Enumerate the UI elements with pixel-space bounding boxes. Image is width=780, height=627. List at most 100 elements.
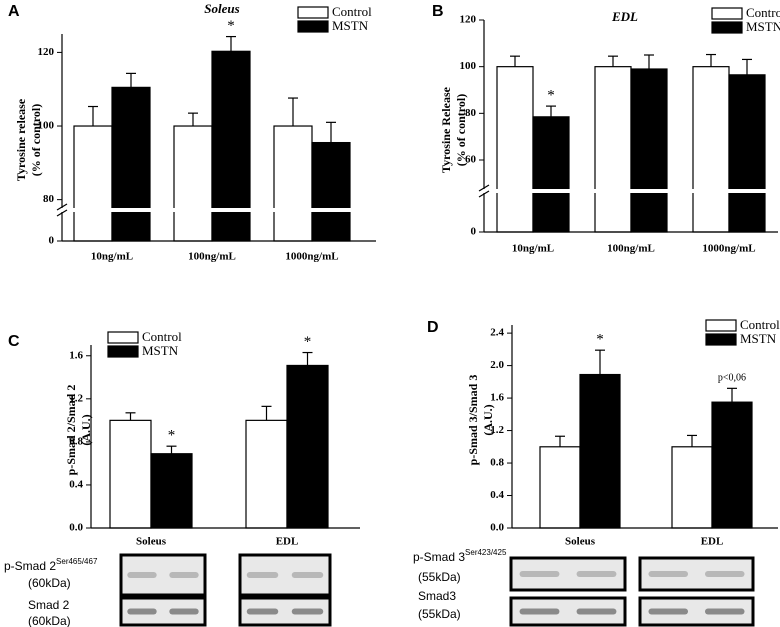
y-tick-label: 0.0 xyxy=(69,522,83,534)
bar xyxy=(728,74,766,233)
error-bar xyxy=(226,35,236,52)
y-tick-label: 0.4 xyxy=(490,489,504,501)
blot-label: Smad 2 xyxy=(28,598,70,612)
blot-label-main: Smad 2 xyxy=(28,598,70,612)
bar xyxy=(594,66,632,233)
axis-break-mark xyxy=(478,190,490,198)
bar xyxy=(150,453,193,529)
chart-title: Soleus xyxy=(204,1,239,16)
blot-label: p-Smad 2Ser465/467 xyxy=(4,557,98,573)
error-bar xyxy=(326,121,336,143)
error-bar xyxy=(687,434,697,447)
y-tick-label: 80 xyxy=(43,193,55,205)
y-tick-label: 1.2 xyxy=(69,392,83,404)
x-tick-label: Soleus xyxy=(136,536,167,548)
error-bar xyxy=(166,445,177,454)
x-tick-label: EDL xyxy=(276,536,299,548)
y-axis-label: Tyrosine release (% of control) xyxy=(14,98,43,181)
panel-letter: C xyxy=(8,333,20,350)
panel-letter: D xyxy=(427,319,439,336)
annotation: * xyxy=(304,334,312,350)
blot-sublabel: (60kDa) xyxy=(28,576,71,590)
y-tick-label: 0.8 xyxy=(69,435,83,447)
error-bar xyxy=(125,412,136,421)
y-tick-label: 2.4 xyxy=(490,327,504,339)
blot-band xyxy=(246,608,279,615)
blot-band xyxy=(704,608,745,615)
legend-label: Control xyxy=(746,5,780,20)
y-tick-label: 0.4 xyxy=(69,478,83,490)
y-tick-label: 120 xyxy=(38,46,55,58)
bar xyxy=(496,66,534,233)
annotation: p<0,06 xyxy=(718,373,746,384)
error-bar xyxy=(742,58,752,75)
error-bar xyxy=(555,435,565,447)
x-tick-label: 10ng/mL xyxy=(512,243,554,255)
blot-band xyxy=(704,571,745,577)
bar xyxy=(532,116,570,233)
blot-label-main: p-Smad 2 xyxy=(4,559,56,573)
y-axis-label-line: Tyrosine release xyxy=(14,98,28,181)
x-tick-label: 100ng/mL xyxy=(188,251,236,263)
error-bar xyxy=(288,97,298,127)
y-axis-label-line: Tyrosine Release xyxy=(439,86,453,173)
blot-band xyxy=(519,571,560,577)
blot-band xyxy=(169,572,199,578)
x-tick-label: 1000ng/mL xyxy=(702,243,755,255)
y-axis-label-line: p-Smad 2/Smad 2 xyxy=(64,385,78,476)
axis-break-mask xyxy=(480,189,488,193)
bar xyxy=(273,125,313,242)
axis-break-mask xyxy=(58,208,66,212)
bar xyxy=(111,86,151,242)
y-tick-label: 0.0 xyxy=(490,522,504,534)
bar xyxy=(211,50,251,242)
y-tick-label: 1.2 xyxy=(490,424,504,436)
blot-band xyxy=(291,572,324,578)
axis-break-gap xyxy=(478,189,778,193)
error-bar xyxy=(706,53,716,67)
blot-band xyxy=(648,571,689,577)
error-bar xyxy=(126,72,136,88)
blot-label-superscript: Ser423/425 xyxy=(465,548,507,557)
annotation: * xyxy=(547,88,555,104)
axis-break-mark xyxy=(478,184,490,192)
legend-swatch xyxy=(297,6,329,19)
legend-swatch xyxy=(297,20,329,33)
y-axis-label: Tyrosine Release (% of control) xyxy=(439,86,468,173)
y-axis-label: p-Smad 3/Smad 3 (A.U.) xyxy=(466,375,495,466)
error-bar xyxy=(188,112,198,127)
y-axis-label-line: (A.U.) xyxy=(481,404,495,435)
axis-break-mark xyxy=(56,209,68,217)
blot-band xyxy=(127,608,157,615)
panel-letter: A xyxy=(8,3,20,20)
x-tick-label: 100ng/mL xyxy=(607,243,655,255)
y-axis-label: p-Smad 2/Smad 2 (A.U.) xyxy=(64,385,93,476)
bar xyxy=(671,446,713,529)
blot-sublabel: (55kDa) xyxy=(418,607,461,621)
legend-label: Control xyxy=(142,329,182,344)
blot-sublabel: (55kDa) xyxy=(418,570,461,584)
blot-sublabel: (60kDa) xyxy=(28,614,71,627)
bar xyxy=(539,446,581,529)
y-axis-label-line: (A.U.) xyxy=(79,414,93,445)
bar xyxy=(173,125,213,242)
blot-band xyxy=(169,608,199,615)
legend-label: MSTN xyxy=(746,19,780,34)
annotation: * xyxy=(596,332,604,348)
bar xyxy=(711,401,753,529)
y-axis-label-line: (% of control) xyxy=(29,104,43,176)
legend-swatch xyxy=(711,21,743,34)
bar xyxy=(109,419,152,529)
bar xyxy=(73,125,113,242)
error-bar xyxy=(302,351,313,366)
error-bar xyxy=(595,349,605,375)
axis-break-mark xyxy=(56,203,68,211)
blot-band xyxy=(127,572,157,578)
blot-band xyxy=(246,572,279,578)
y-tick-label: 2.0 xyxy=(490,359,504,371)
legend-label: MSTN xyxy=(740,331,777,346)
blot-label-superscript: Ser465/467 xyxy=(56,557,98,566)
blot-band xyxy=(519,608,560,615)
y-axis-label-line: (% of control) xyxy=(454,94,468,166)
